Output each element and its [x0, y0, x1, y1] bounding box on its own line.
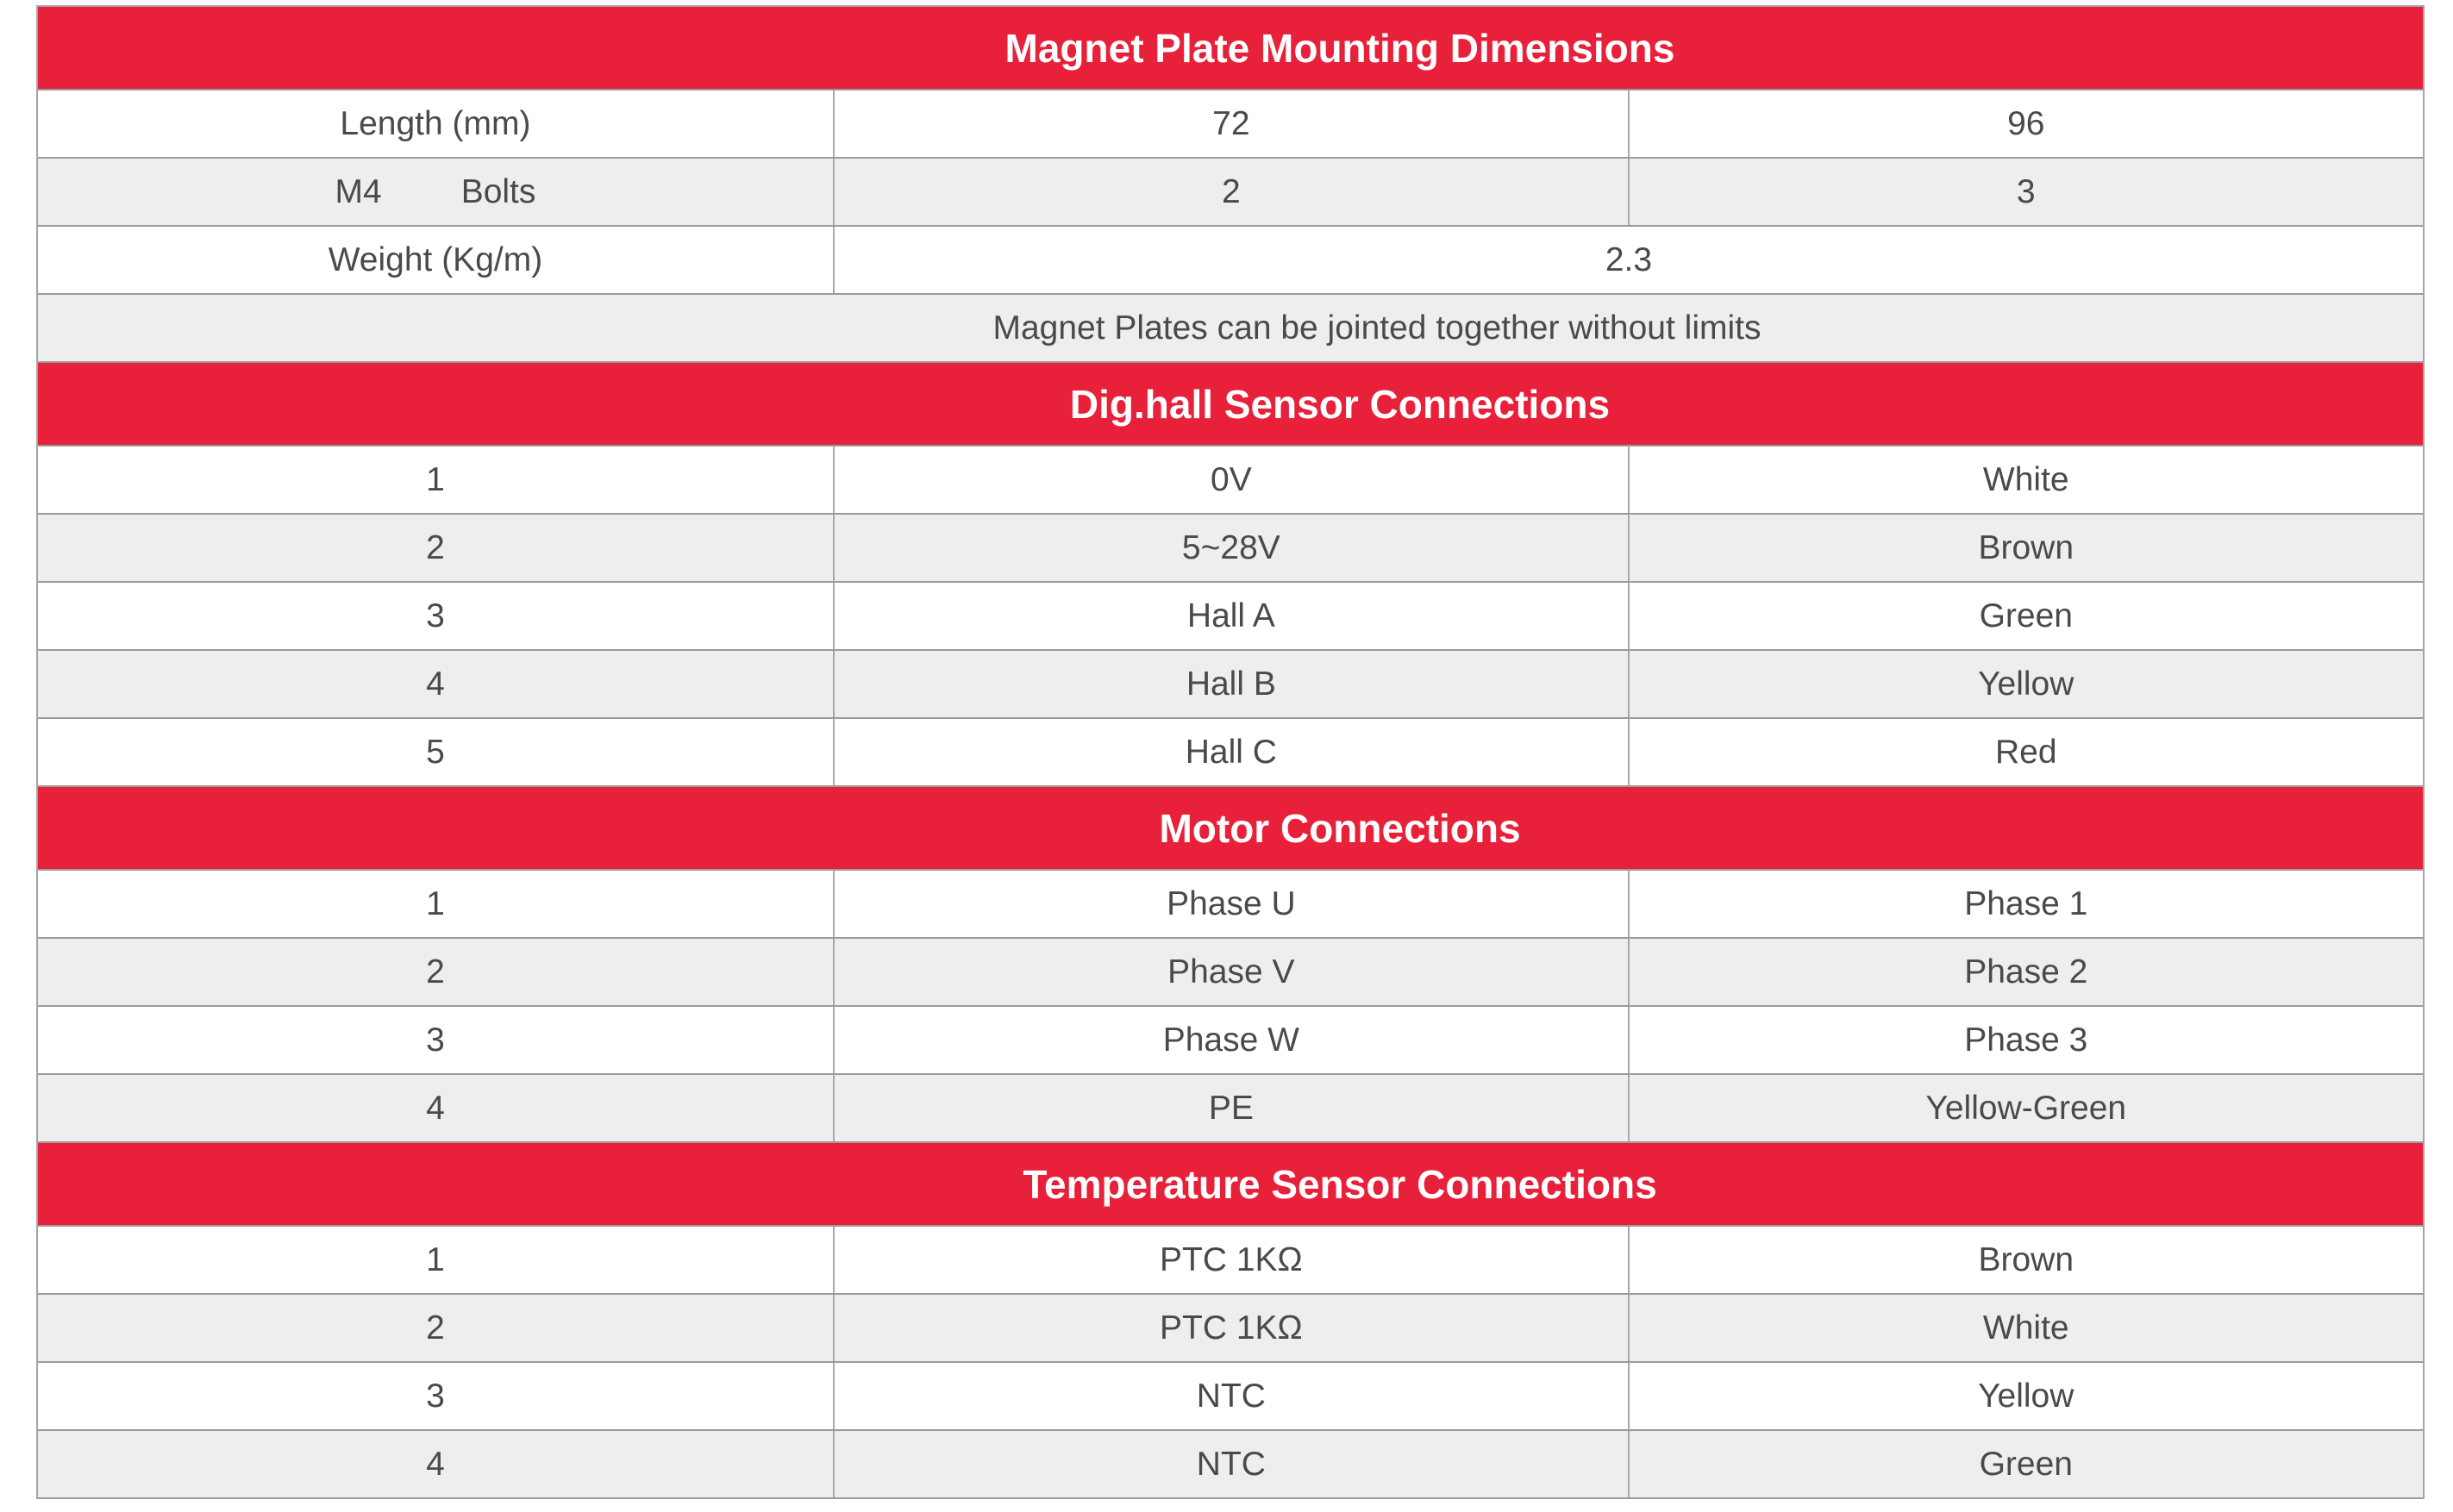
spec-table: Magnet Plate Mounting Dimensions Length (…	[36, 5, 2425, 1499]
table-cell: 2	[426, 953, 445, 990]
table-cell: 2	[426, 528, 445, 566]
table-row: 3 Phase W Phase 3	[38, 1007, 2423, 1075]
table-cell: Phase 1	[1627, 871, 2423, 937]
table-row: 1 PTC 1KΩ Brown	[38, 1227, 2423, 1295]
table-cell: 5	[426, 733, 445, 771]
section-header-temperature-sensor-connections: Temperature Sensor Connections	[38, 1143, 2423, 1227]
table-cell: Hall B	[832, 651, 1628, 717]
table-cell: Phase V	[832, 939, 1628, 1005]
table-row: 1 Phase U Phase 1	[38, 871, 2423, 939]
table-cell: 4	[426, 665, 445, 703]
table-cell: 0V	[832, 447, 1628, 513]
table-cell: 3	[426, 597, 445, 634]
table-cell: White	[1627, 447, 2423, 513]
table-row: 4 NTC Green	[38, 1431, 2423, 1499]
table-row: 2 PTC 1KΩ White	[38, 1295, 2423, 1363]
table-cell: Green	[1627, 1431, 2423, 1497]
table-cell: Brown	[1627, 1227, 2423, 1293]
table-row: 4 PE Yellow-Green	[38, 1075, 2423, 1143]
section-title: Temperature Sensor Connections	[1023, 1161, 1657, 1207]
table-cell: Phase 3	[1627, 1007, 2423, 1073]
table-row: M4 Bolts 2 3	[38, 159, 2423, 227]
table-cell: 1	[426, 1240, 445, 1278]
table-row: 2 5~28V Brown	[38, 515, 2423, 583]
table-cell-text: M4	[335, 172, 382, 210]
table-row: 1 0V White	[38, 447, 2423, 515]
table-cell: 2	[426, 1309, 445, 1346]
table-row: 3 NTC Yellow	[38, 1363, 2423, 1431]
table-cell: 2.3	[832, 227, 2423, 293]
table-row: Weight (Kg/m) 2.3	[38, 227, 2423, 295]
table-cell: 96	[1627, 91, 2423, 157]
table-cell: 5~28V	[832, 515, 1628, 581]
table-cell: 3	[426, 1021, 445, 1059]
section-title: Motor Connections	[1159, 805, 1521, 851]
table-cell: 4	[426, 1089, 445, 1127]
table-cell: Phase W	[832, 1007, 1628, 1073]
section-header-magnet-plate-mounting-dimensions: Magnet Plate Mounting Dimensions	[38, 7, 2423, 91]
table-cell: Red	[1627, 719, 2423, 785]
table-cell: Phase 2	[1627, 939, 2423, 1005]
table-row: 5 Hall C Red	[38, 719, 2423, 787]
table-cell: Yellow	[1627, 1363, 2423, 1429]
table-row: Magnet Plates can be jointed together wi…	[38, 295, 2423, 363]
table-row: 3 Hall A Green	[38, 583, 2423, 651]
table-cell: Hall A	[832, 583, 1628, 649]
table-cell: 3	[426, 1377, 445, 1415]
table-cell: PE	[832, 1075, 1628, 1141]
table-cell: 1	[426, 884, 445, 922]
table-cell: 72	[832, 91, 1628, 157]
table-row: 4 Hall B Yellow	[38, 651, 2423, 719]
table-cell: White	[1627, 1295, 2423, 1361]
table-cell: NTC	[832, 1431, 1628, 1497]
section-header-dig-hall-sensor-connections: Dig.hall Sensor Connections	[38, 363, 2423, 447]
table-cell: NTC	[832, 1363, 1628, 1429]
table-cell: 3	[1627, 159, 2423, 225]
table-cell: Yellow-Green	[1627, 1075, 2423, 1141]
table-cell: PTC 1KΩ	[832, 1227, 1628, 1293]
table-row: Length (mm) 72 96	[38, 91, 2423, 159]
table-cell: Phase U	[832, 871, 1628, 937]
table-cell: PTC 1KΩ	[832, 1295, 1628, 1361]
table-cell: Magnet Plates can be jointed together wi…	[992, 309, 1762, 347]
table-cell: Brown	[1627, 515, 2423, 581]
table-cell: 1	[426, 460, 445, 498]
table-cell: Length (mm)	[340, 104, 531, 142]
section-title: Dig.hall Sensor Connections	[1069, 381, 1611, 427]
table-cell-text: Bolts	[460, 172, 536, 210]
table-cell: Yellow	[1627, 651, 2423, 717]
section-title: Magnet Plate Mounting Dimensions	[1004, 25, 1675, 71]
section-header-motor-connections: Motor Connections	[38, 787, 2423, 871]
table-cell: Green	[1627, 583, 2423, 649]
table-row: 2 Phase V Phase 2	[38, 939, 2423, 1007]
table-cell: Hall C	[832, 719, 1628, 785]
table-cell: 2	[832, 159, 1628, 225]
table-cell: 4	[426, 1445, 445, 1483]
table-cell: Weight (Kg/m)	[328, 241, 543, 278]
table-cell: M4 Bolts	[38, 159, 833, 225]
